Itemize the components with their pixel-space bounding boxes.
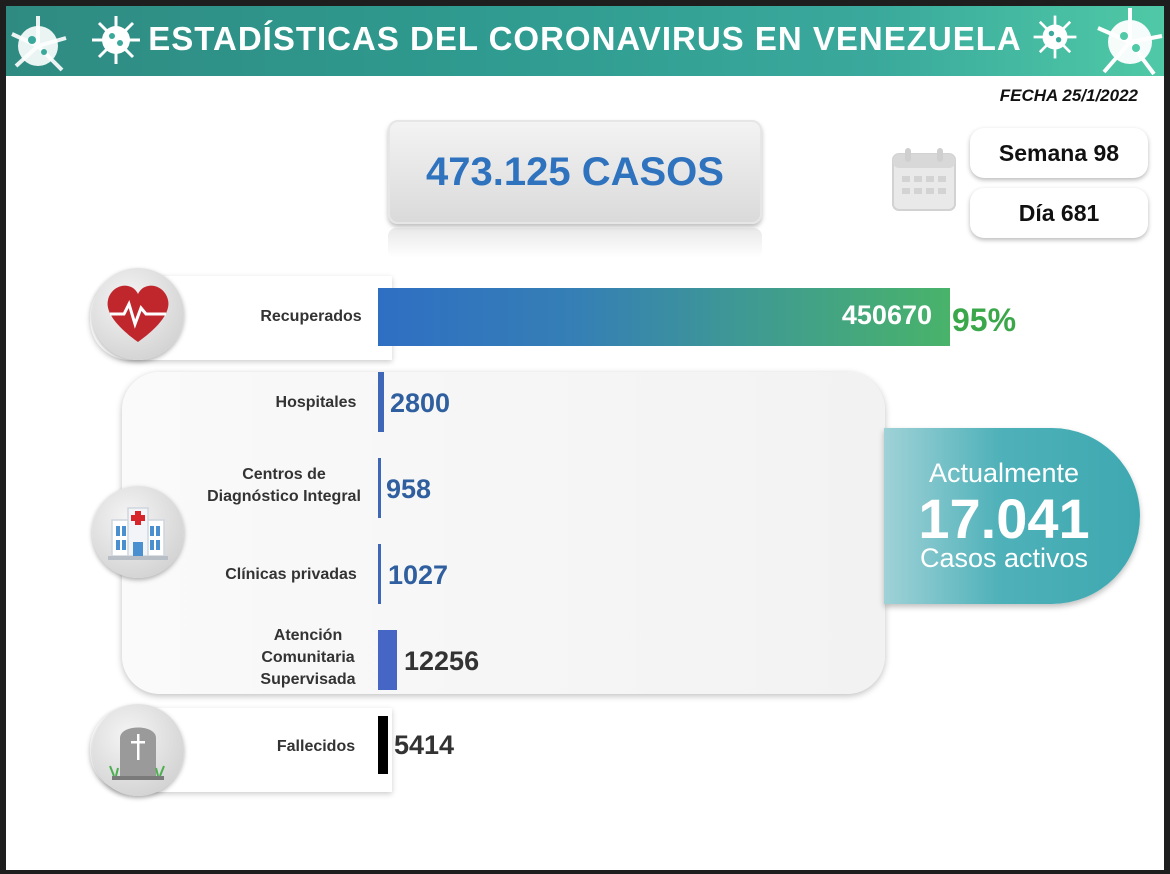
cdi-bar xyxy=(378,458,381,518)
total-cases-box xyxy=(388,120,762,224)
hospitalized-panel xyxy=(122,372,885,694)
infographic-page: ESTADÍSTICAS DEL CORONAVIRUS EN VENEZUEL… xyxy=(6,6,1164,870)
hospitales-value: 2800 xyxy=(390,388,451,418)
virus-icon xyxy=(1033,15,1077,59)
acs-bar xyxy=(378,630,397,690)
recovered-bar xyxy=(378,288,950,346)
active-cases-line3: Casos activos xyxy=(919,543,1089,573)
acs-label: Atención Comunitaria Supervisada xyxy=(260,627,356,688)
clinicas-value: 1027 xyxy=(388,560,449,590)
deaths-icon-circle xyxy=(92,704,184,796)
recovered-label: Recuperados xyxy=(260,308,362,325)
cdi-value: 958 xyxy=(386,474,432,504)
title-banner: ESTADÍSTICAS DEL CORONAVIRUS EN VENEZUEL… xyxy=(6,6,1164,76)
calendar-icon xyxy=(892,148,956,211)
active-cases-line1: Actualmente xyxy=(928,458,1080,488)
recovered-percent: 95% xyxy=(952,302,1017,338)
virus-icon xyxy=(11,16,67,72)
deaths-label: Fallecidos xyxy=(276,738,356,755)
report-date: FECHA 25/1/2022 xyxy=(999,86,1138,105)
virus-icon xyxy=(92,16,140,64)
day-badge: Día 681 xyxy=(970,188,1148,238)
recovered-icon-circle xyxy=(92,268,184,360)
active-cases-box xyxy=(884,428,1140,604)
page-title: ESTADÍSTICAS DEL CORONAVIRUS EN VENEZUEL… xyxy=(148,20,1022,57)
hospitales-label: Hospitales xyxy=(275,394,357,411)
total-cases-value: 473.125 CASOS xyxy=(426,150,724,194)
acs-value: 12256 xyxy=(404,646,480,676)
recovered-value: 450670 xyxy=(841,300,932,330)
clinicas-label: Clínicas privadas xyxy=(225,566,357,583)
virus-icon xyxy=(1097,8,1163,76)
tombstone-icon xyxy=(109,727,165,780)
hospitales-bar xyxy=(378,372,384,432)
total-cases-reflection xyxy=(388,228,762,258)
heart-pulse-icon xyxy=(107,285,169,342)
deaths-value: 5414 xyxy=(394,730,455,760)
deaths-bar xyxy=(378,716,388,774)
hospital-icon xyxy=(108,507,168,560)
cdi-label: Centros de Diagnóstico Integral xyxy=(207,466,361,505)
week-badge: Semana 98 xyxy=(970,128,1148,178)
hospital-icon-circle xyxy=(92,486,184,578)
active-cases-value: 17.041 xyxy=(918,487,1090,550)
clinicas-bar xyxy=(378,544,381,604)
